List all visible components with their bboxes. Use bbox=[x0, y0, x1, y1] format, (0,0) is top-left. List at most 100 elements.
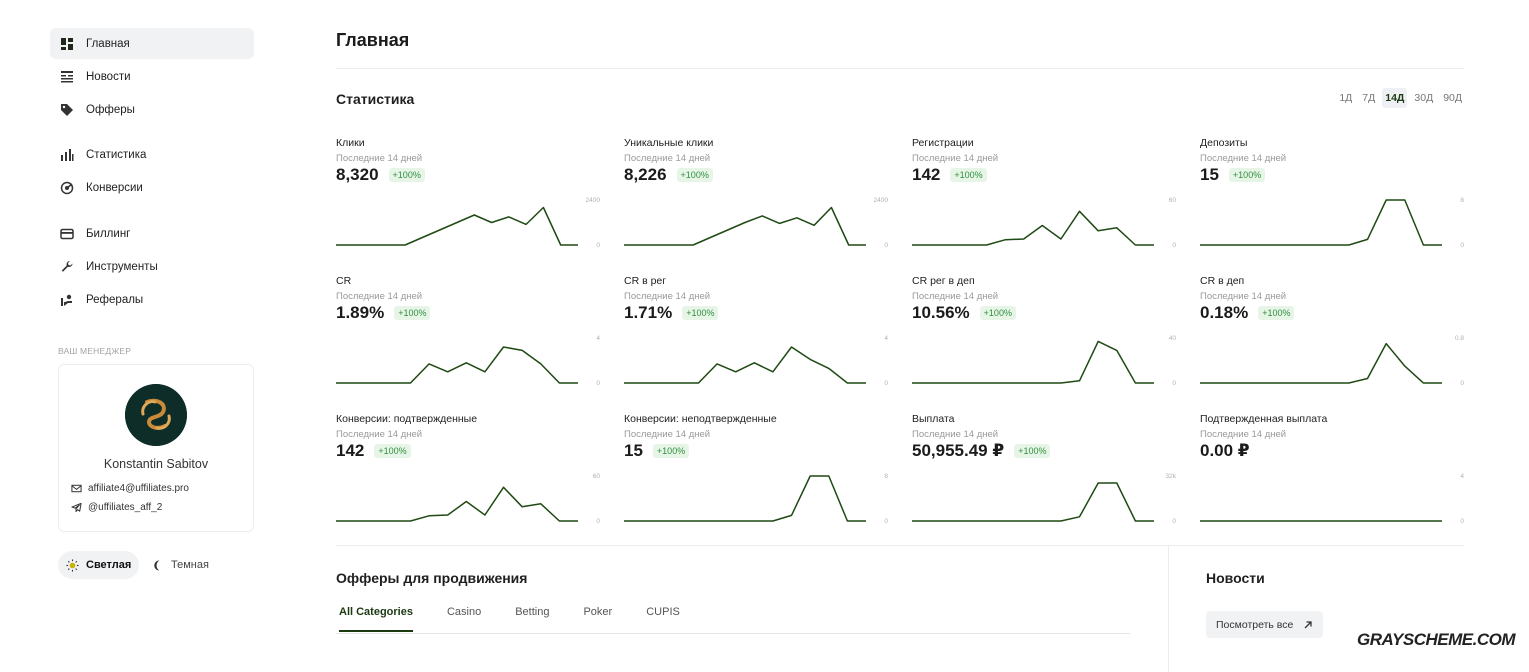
stat-card: CR Последние 14 дней 1.89% +100% 4 0 bbox=[336, 275, 600, 405]
stat-label: Клики bbox=[336, 137, 365, 149]
stat-card: CR рег в деп Последние 14 дней 10.56% +100%… bbox=[912, 275, 1176, 405]
sparkline-chart: 40 0 bbox=[912, 335, 1176, 387]
stat-value-row: 142 +100% bbox=[912, 165, 987, 185]
manager-section-title: ВАШ МЕНЕДЖЕР bbox=[58, 346, 132, 356]
referrals-icon bbox=[60, 293, 74, 307]
stat-value-row: 15 +100% bbox=[1200, 165, 1266, 185]
stat-card: Конверсии: подтвержденные Последние 14 дн… bbox=[336, 413, 601, 543]
theme-light-button[interactable]: Светлая bbox=[58, 551, 140, 579]
sparkline-min-label: 0 bbox=[1172, 518, 1176, 525]
stat-value: 15 bbox=[624, 441, 643, 460]
sparkline-series bbox=[624, 346, 866, 384]
change-badge: +100% bbox=[1228, 168, 1266, 182]
period-1d[interactable]: 1Д bbox=[1339, 92, 1353, 104]
period-selector: 1Д 7Д 14Д 30Д 90Д bbox=[1336, 88, 1465, 108]
sparkline-max-label: 0.8 bbox=[1455, 335, 1464, 342]
sidebar-item-home[interactable]: Главная bbox=[50, 28, 254, 59]
stat-label: CR в деп bbox=[1200, 275, 1245, 287]
sidebar-item-referrals[interactable]: Рефералы bbox=[50, 284, 254, 315]
sparkline-series bbox=[912, 482, 1154, 522]
tab-cupis[interactable]: CUPIS bbox=[646, 606, 680, 618]
sparkline-max-label: 60 bbox=[593, 473, 601, 480]
stat-card: CR в рег Последние 14 дней 1.71% +100% 4 0 bbox=[624, 275, 888, 405]
statistics-title: Статистика bbox=[336, 91, 415, 107]
stat-card: Уникальные клики Последние 14 дней 8,226 +1… bbox=[624, 137, 888, 267]
sparkline-series bbox=[912, 210, 1154, 246]
sidebar-item-label: Офферы bbox=[86, 103, 135, 116]
manager-telegram[interactable]: @uffiliates_aff_2 bbox=[71, 502, 162, 513]
tab-poker[interactable]: Poker bbox=[583, 606, 613, 618]
sidebar-item-news[interactable]: Новости bbox=[50, 61, 254, 92]
sparkline-chart: 40 bbox=[624, 335, 888, 387]
theme-dark-label: Темная bbox=[171, 559, 209, 571]
stat-period: Последние 14 дней bbox=[624, 429, 711, 440]
sidebar-item-billing[interactable]: Биллинг bbox=[50, 218, 254, 249]
sparkline-chart: 2400 0 bbox=[624, 197, 888, 249]
dashboard-icon bbox=[60, 37, 74, 51]
stat-period: Последние 14 дней bbox=[912, 291, 999, 302]
stat-label: Конверсии: неподтвержденные bbox=[624, 413, 777, 425]
stat-period: Последние 14 дней bbox=[912, 429, 999, 440]
watermark: GRAYSCHEME.COM bbox=[1357, 630, 1515, 649]
manager-email-text: affiliate4@uffiliates.pro bbox=[88, 483, 189, 494]
period-30d[interactable]: 30Д bbox=[1414, 92, 1434, 104]
change-badge: +100% bbox=[1014, 444, 1051, 458]
sidebar-item-offers[interactable]: Офферы bbox=[50, 94, 254, 125]
sparkline-min-label: 0 bbox=[1460, 380, 1464, 387]
theme-dark-button[interactable]: Темная bbox=[143, 551, 217, 579]
sparkline-series bbox=[912, 340, 1154, 384]
change-badge: +100% bbox=[676, 168, 713, 182]
period-90d[interactable]: 90Д bbox=[1443, 92, 1462, 104]
tab-betting[interactable]: Betting bbox=[515, 606, 550, 618]
sidebar-item-tools[interactable]: Инструменты bbox=[50, 251, 254, 282]
stat-value: 1.71% bbox=[624, 303, 673, 322]
stat-period: Последние 14 дней bbox=[336, 429, 423, 440]
stat-value: 50,955.49 ₽ bbox=[912, 441, 1005, 460]
stat-period: Последние 14 дней bbox=[624, 153, 711, 164]
stat-card: Выплата Последние 14 дней 50,955.49 ₽ +100%… bbox=[912, 413, 1177, 543]
sparkline-chart: 2400 0 bbox=[336, 197, 600, 249]
view-all-news-button[interactable]: Посмотреть все bbox=[1206, 611, 1324, 638]
stat-value: 1.89% bbox=[336, 303, 385, 322]
sparkline-max-label: 8 bbox=[1460, 197, 1464, 204]
sidebar-item-conversions[interactable]: Конверсии bbox=[50, 172, 254, 203]
stat-label: CR bbox=[336, 275, 352, 287]
stat-label: Конверсии: подтвержденные bbox=[336, 413, 478, 425]
stat-period: Последние 14 дней bbox=[1200, 429, 1287, 440]
stat-value-row: 0.00 ₽ bbox=[1200, 441, 1250, 461]
period-7d[interactable]: 7Д bbox=[1362, 92, 1376, 104]
sparkline-series bbox=[336, 346, 578, 384]
avatar bbox=[125, 384, 187, 446]
stat-period: Последние 14 дней bbox=[1200, 153, 1287, 164]
sparkline-min-label: 0 bbox=[884, 242, 888, 249]
stat-value-row: 0.18% +100% bbox=[1200, 303, 1295, 323]
sparkline-min-label: 0 bbox=[596, 242, 600, 249]
bar-chart-icon bbox=[60, 148, 74, 162]
stat-period: Последние 14 дней bbox=[336, 153, 423, 164]
page-title: Главная bbox=[336, 30, 410, 50]
change-badge: +100% bbox=[374, 444, 411, 458]
offers-title: Офферы для продвижения bbox=[336, 570, 528, 586]
sparkline-chart: 80 bbox=[624, 473, 888, 525]
section-divider bbox=[1168, 545, 1464, 546]
sparkline-min-label: 0 bbox=[1172, 380, 1176, 387]
sparkline-chart: 60 0 bbox=[912, 197, 1176, 249]
manager-email[interactable]: affiliate4@uffiliates.pro bbox=[71, 483, 189, 494]
stat-value-row: 15 +100% bbox=[624, 441, 690, 461]
tabs-divider bbox=[336, 633, 1130, 634]
stat-value-row: 8,320 +100% bbox=[336, 165, 425, 185]
sparkline-min-label: 0 bbox=[596, 518, 600, 525]
sparkline-max-label: 8 bbox=[884, 473, 888, 480]
stat-label: Выплата bbox=[912, 413, 955, 425]
sidebar-item-statistics[interactable]: Статистика bbox=[50, 139, 254, 170]
change-badge: +100% bbox=[388, 168, 425, 182]
stat-card: Клики Последние 14 дней 8,320 +100% 2400 0 bbox=[336, 137, 600, 267]
manager-logo-icon bbox=[125, 384, 187, 446]
tab-casino[interactable]: Casino bbox=[446, 606, 482, 618]
sparkline-chart: 60 0 bbox=[336, 473, 601, 525]
sidebar-item-label: Новости bbox=[86, 70, 131, 83]
stat-label: Подтвержденная выплата bbox=[1200, 413, 1328, 425]
tab-all-categories[interactable]: All Categories bbox=[339, 600, 413, 632]
news-title: Новости bbox=[1206, 570, 1265, 586]
period-14d[interactable]: 14Д bbox=[1382, 88, 1408, 108]
